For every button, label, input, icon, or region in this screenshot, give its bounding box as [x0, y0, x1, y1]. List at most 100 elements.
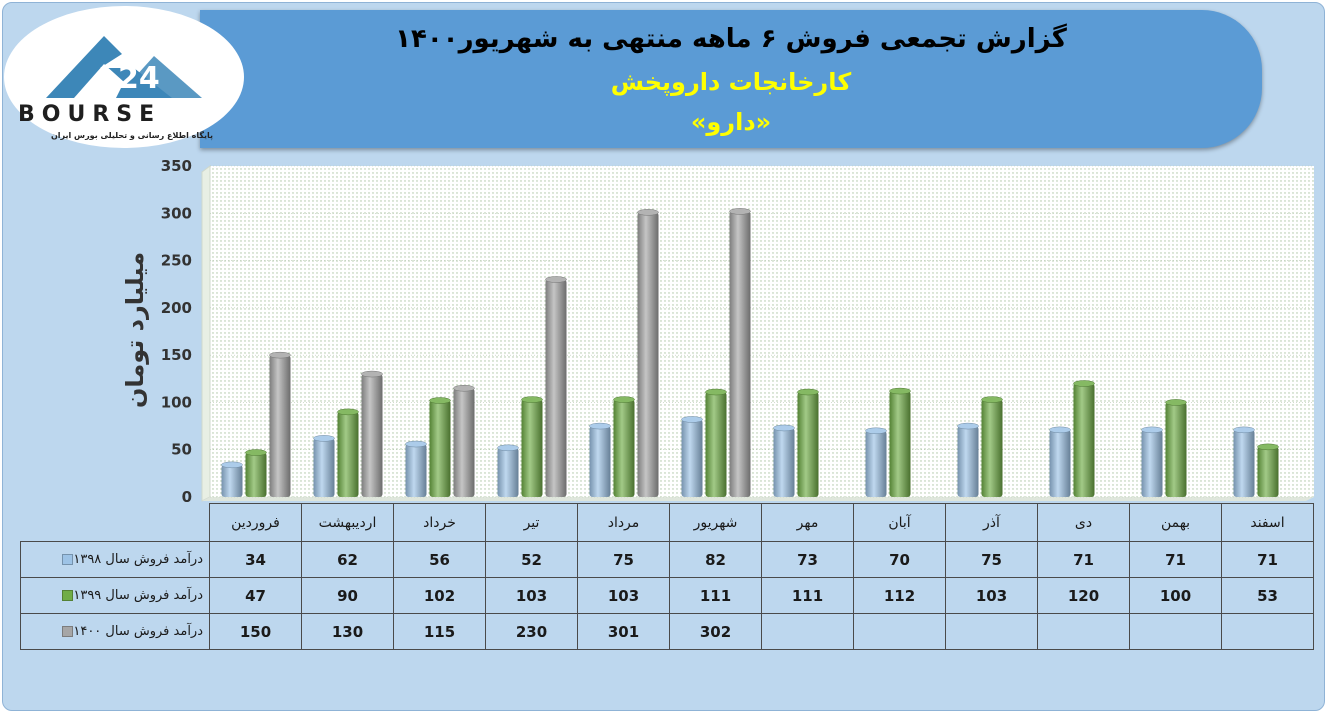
value-cell: 102 — [393, 577, 486, 614]
y-tick-label: 50 — [171, 441, 192, 459]
series-label: درآمد فروش سال ۱۴۰۰ — [20, 613, 210, 650]
value-cell: 53 — [1221, 577, 1314, 614]
logo-wordmark: BOURSE — [18, 102, 162, 127]
value-cell: 90 — [301, 577, 394, 614]
value-cell: 75 — [945, 541, 1038, 578]
bar — [453, 388, 475, 497]
bar-cap — [337, 408, 359, 416]
series-row: درآمد فروش سال ۱۳۹۹ 47 90 102 103 103 111 111 11… — [20, 577, 1314, 614]
bar — [1233, 429, 1255, 497]
company-symbol: «دارو» — [690, 108, 772, 136]
value-cell: 120 — [1037, 577, 1130, 614]
series-label: درآمد فروش سال ۱۳۹۸ — [20, 541, 210, 578]
logo-mark-text: 24 — [118, 61, 160, 96]
bar — [497, 447, 519, 497]
y-tick-label: 350 — [161, 157, 192, 175]
month-header: مرداد — [577, 503, 670, 542]
bar-cap — [613, 396, 635, 403]
y-axis: 0 50 100 150 200 250 300 350 — [161, 157, 1314, 503]
value-cell: 82 — [669, 541, 762, 578]
bar-cap — [1257, 443, 1279, 451]
bar-cap — [221, 461, 243, 469]
series-row: درآمد فروش سال ۱۴۰۰ 150 130 115 230 301 302 — [20, 613, 1314, 650]
value-cell — [1221, 613, 1314, 650]
logo-tagline: پایگاه اطلاع رسانی و تحلیلی بورس ایران — [50, 131, 214, 140]
bar — [865, 430, 887, 497]
value-cell: 52 — [485, 541, 578, 578]
y-axis-label: میلیارد تومان — [121, 252, 149, 408]
bar-cap — [637, 209, 659, 216]
bar — [269, 355, 291, 497]
value-cell: 103 — [577, 577, 670, 614]
y-tick-label: 100 — [161, 393, 192, 411]
plot-floor — [202, 497, 1314, 501]
plot-background — [210, 166, 1314, 497]
value-cell: 62 — [301, 541, 394, 578]
value-cell: 111 — [761, 577, 854, 614]
month-header: مهر — [761, 503, 854, 542]
bar-cap — [705, 388, 727, 396]
month-header: بهمن — [1129, 503, 1222, 542]
bar-cap — [245, 449, 267, 456]
report-subtitle: کارخانجات داروپخش — [610, 68, 852, 96]
bar — [361, 374, 383, 497]
series-name: درآمد فروش سال ۱۴۰۰ — [73, 624, 203, 639]
value-cell: 301 — [577, 613, 670, 650]
value-cell — [853, 613, 946, 650]
month-header: اردیبهشت — [301, 503, 394, 542]
legend-swatch — [62, 554, 74, 565]
bar-cap — [981, 396, 1003, 403]
bar — [681, 419, 703, 497]
bar — [337, 411, 359, 497]
bar-cap — [773, 424, 795, 432]
value-cell: 115 — [393, 613, 486, 650]
month-header: تیر — [485, 503, 578, 542]
value-cell: 75 — [577, 541, 670, 578]
value-cell: 47 — [209, 577, 302, 614]
series-name: درآمد فروش سال ۱۳۹۸ — [73, 552, 203, 567]
bar — [773, 427, 795, 497]
bar-cap — [957, 422, 979, 430]
bar — [545, 279, 567, 497]
bar-cap — [405, 440, 427, 448]
bar-cap — [1073, 380, 1095, 387]
bar-cap — [865, 427, 887, 435]
value-cell: 100 — [1129, 577, 1222, 614]
value-cell: 34 — [209, 541, 302, 578]
month-header: دی — [1037, 503, 1130, 542]
bar — [1165, 402, 1187, 497]
value-cell: 56 — [393, 541, 486, 578]
bar-cap — [497, 444, 519, 452]
value-cell: 71 — [1129, 541, 1222, 578]
bar-cap — [313, 435, 335, 442]
bar-cap — [361, 370, 383, 378]
bar — [589, 426, 611, 497]
value-cell — [761, 613, 854, 650]
logo-mark-icon: 24 — [46, 36, 202, 98]
value-cell: 70 — [853, 541, 946, 578]
bar-cap — [889, 387, 911, 395]
table-header-row: فروردین اردیبهشت خرداد تیر مرداد شهریور مهر آبا… — [20, 503, 1314, 542]
month-header: اسفند — [1221, 503, 1314, 542]
series-name: درآمد فروش سال ۱۳۹۹ — [73, 588, 203, 603]
y-tick-label: 0 — [182, 488, 192, 503]
bar — [1073, 383, 1095, 497]
bar-cap — [1233, 426, 1255, 434]
value-cell: 302 — [669, 613, 762, 650]
bar-cap — [1049, 426, 1071, 434]
bar-cap — [429, 397, 451, 404]
bar-cap — [269, 351, 291, 359]
plot-side-wall — [201, 165, 211, 502]
bar-cap — [1165, 399, 1187, 406]
bar — [981, 399, 1003, 497]
value-cell: 150 — [209, 613, 302, 650]
value-cell: 230 — [485, 613, 578, 650]
bar-chart: 0 50 100 150 200 250 300 350 میلیارد تومان — [121, 157, 1314, 503]
bar-cap — [1141, 426, 1163, 434]
bar — [637, 212, 659, 497]
value-cell: 73 — [761, 541, 854, 578]
month-header: خرداد — [393, 503, 486, 542]
bar-cap — [797, 388, 819, 396]
bar — [1141, 429, 1163, 497]
bar — [313, 438, 335, 497]
